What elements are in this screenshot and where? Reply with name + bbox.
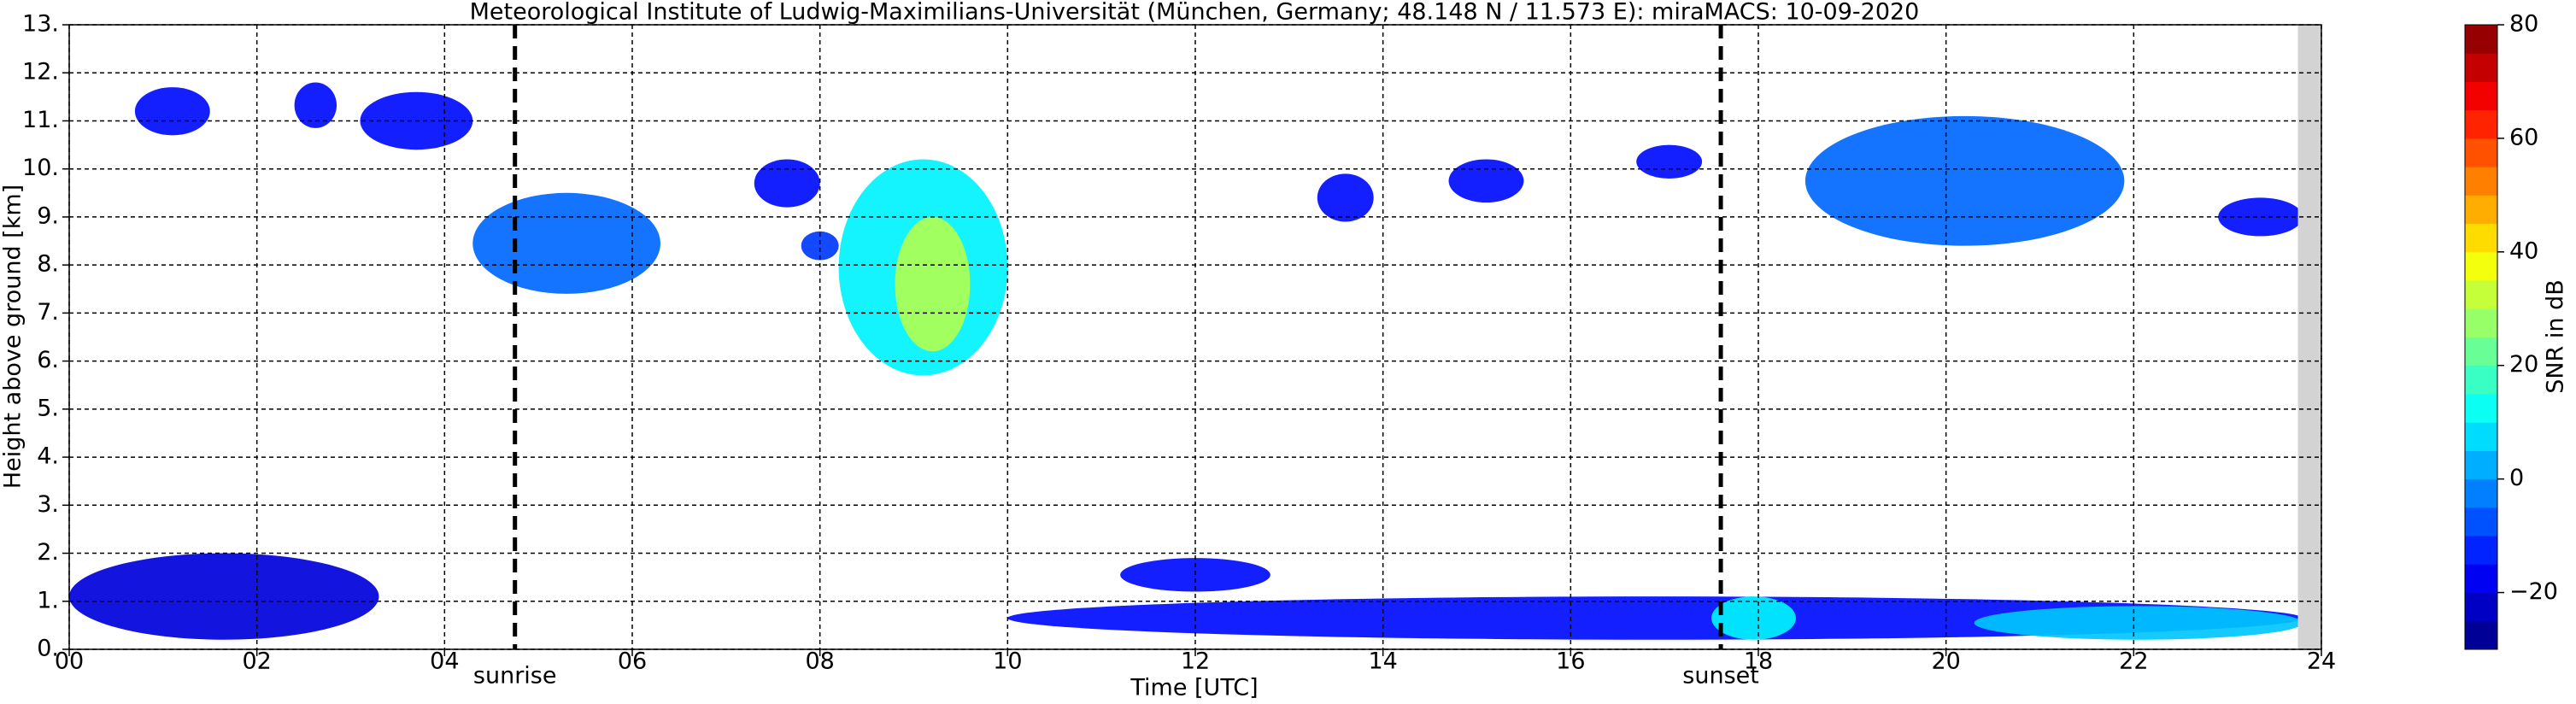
colorbar-step — [2465, 592, 2497, 622]
colorbar-tick-label: 60 — [2509, 124, 2538, 150]
y-tick-label: 8. — [37, 251, 59, 278]
cloud-echo — [294, 82, 337, 128]
colorbar-step — [2465, 337, 2497, 367]
cloud-echo — [1974, 606, 2303, 640]
y-tick-label: 13. — [22, 11, 59, 38]
y-tick-label: 2. — [37, 539, 59, 566]
x-tick-label: 18 — [1744, 648, 1773, 675]
cloud-echo — [1448, 159, 1524, 203]
plot-frame — [68, 24, 2322, 650]
cloud-echo — [1711, 596, 1796, 640]
colorbar-step — [2465, 422, 2497, 451]
cloud-echo — [134, 87, 210, 136]
colorbar-step — [2465, 393, 2497, 423]
y-tick-label: 6. — [37, 347, 59, 373]
colorbar-tick-label: 80 — [2509, 11, 2538, 38]
colorbar-step — [2465, 53, 2497, 82]
chart-title: Meteorological Institute of Ludwig-Maxim… — [470, 0, 1920, 26]
colorbar-tick-label: 0 — [2509, 465, 2524, 491]
data-layer — [69, 82, 2303, 640]
y-tick-label: 11. — [22, 107, 59, 133]
colorbar-step — [2465, 564, 2497, 594]
colorbar-step — [2465, 536, 2497, 565]
y-tick-label: 9. — [37, 202, 59, 229]
colorbar-step — [2465, 365, 2497, 395]
colorbar-step — [2465, 620, 2497, 650]
cloud-echo — [69, 553, 379, 640]
colorbar-step — [2465, 280, 2497, 309]
x-tick-label: 08 — [805, 648, 834, 675]
x-tick-label: 06 — [618, 648, 647, 675]
colorbar-tick-label: 40 — [2509, 238, 2538, 264]
x-tick-label: 10 — [993, 648, 1022, 675]
cloud-echo — [1636, 144, 1703, 179]
colorbar-step — [2465, 81, 2497, 111]
x-tick-label: 04 — [430, 648, 459, 675]
cloud-echo — [801, 231, 839, 261]
x-tick-label: 02 — [242, 648, 271, 675]
colorbar-step — [2465, 507, 2497, 537]
y-tick-label: 7. — [37, 299, 59, 326]
colorbar-tick-label: 20 — [2509, 351, 2538, 378]
y-tick-label: 1. — [37, 587, 59, 613]
colorbar-frame — [2464, 24, 2498, 650]
colorbar-tick-label: −20 — [2509, 578, 2558, 605]
x-tick-label: 00 — [55, 648, 84, 675]
x-axis-label: Time [UTC] — [1130, 675, 1258, 701]
y-tick-label: 3. — [37, 491, 59, 518]
colorbar-step — [2465, 138, 2497, 167]
event-label: sunset — [1682, 663, 1759, 689]
x-tick-label: 22 — [2119, 648, 2148, 675]
cloud-echo — [1804, 115, 2125, 246]
cloud-echo — [895, 216, 971, 352]
colorbar-step — [2465, 308, 2497, 337]
y-tick-label: 12. — [22, 59, 59, 85]
colorbar-step — [2465, 450, 2497, 480]
colorbar-step — [2465, 167, 2497, 196]
y-tick-label: 5. — [37, 395, 59, 421]
x-tick-label: 12 — [1181, 648, 1210, 675]
event-label: sunrise — [473, 663, 557, 689]
cloud-echo — [1317, 173, 1374, 222]
colorbar-step — [2465, 25, 2497, 54]
colorbar-step — [2465, 478, 2497, 508]
x-tick-label: 14 — [1368, 648, 1397, 675]
cloud-echo — [472, 192, 660, 294]
x-tick-label: 20 — [1931, 648, 1960, 675]
y-tick-label: 10. — [22, 155, 59, 181]
cloud-echo — [1007, 596, 2303, 640]
y-axis-label: Height above ground [km] — [0, 185, 26, 489]
colorbar-step — [2465, 223, 2497, 253]
x-tick-label: 24 — [2307, 648, 2336, 675]
colorbar-step — [2465, 195, 2497, 225]
missing-data — [2297, 25, 2321, 649]
cloud-echo — [2218, 197, 2303, 237]
colorbar-step — [2465, 251, 2497, 281]
x-tick-label: 16 — [1556, 648, 1585, 675]
y-tick-label: 0. — [37, 636, 59, 662]
colorbar-label: SNR in dB — [2543, 279, 2569, 394]
colorbar-step — [2465, 109, 2497, 139]
y-tick-label: 4. — [37, 443, 59, 470]
cloud-echo — [754, 159, 820, 208]
